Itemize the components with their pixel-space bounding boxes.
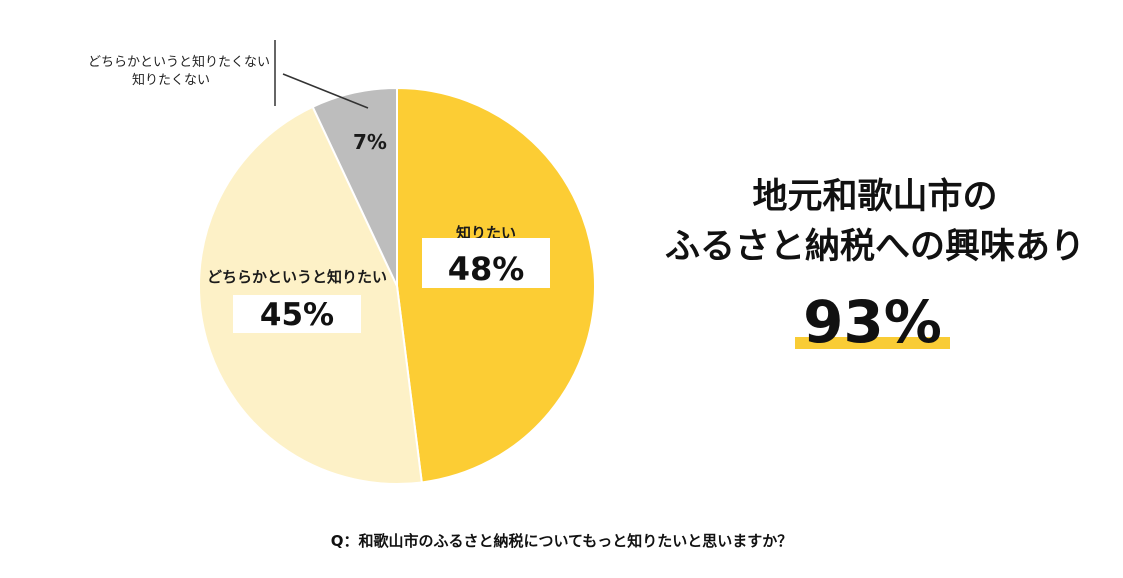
question-caption: Q：和歌山市のふるさと納税についてもっと知りたいと思いますか？ — [330, 532, 793, 550]
summary-headline-line1: 地元和歌山市の — [752, 177, 998, 217]
slice-label-want: 知りたい — [455, 224, 516, 242]
slice-label-somewhat-want: どちらかというと知りたい — [206, 268, 387, 286]
pie-slice-not-want — [311, 86, 398, 287]
summary-value: 93% — [803, 288, 942, 356]
summary-value-block: 93% — [795, 292, 955, 352]
slice-value-somewhat-want: 45% — [233, 295, 361, 333]
summary-value-highlight — [795, 337, 950, 349]
summary-headline-line2: ふるさと納税への興味あり — [664, 227, 1085, 267]
slice-label-not-want: どちらかというと知りたくない 知りたくない — [40, 54, 270, 90]
slice-label-not-want-line1: どちらかというと知りたくない — [87, 55, 270, 70]
slice-value-want: 48% — [422, 246, 550, 288]
summary-headline: 地元和歌山市の ふるさと納税への興味あり — [640, 172, 1110, 272]
leader-line-other — [282, 73, 369, 109]
slice-label-want-underline — [422, 238, 550, 246]
slice-value-not-want: 7% — [353, 130, 387, 154]
slice-label-not-want-line2: 知りたくない — [131, 73, 210, 88]
